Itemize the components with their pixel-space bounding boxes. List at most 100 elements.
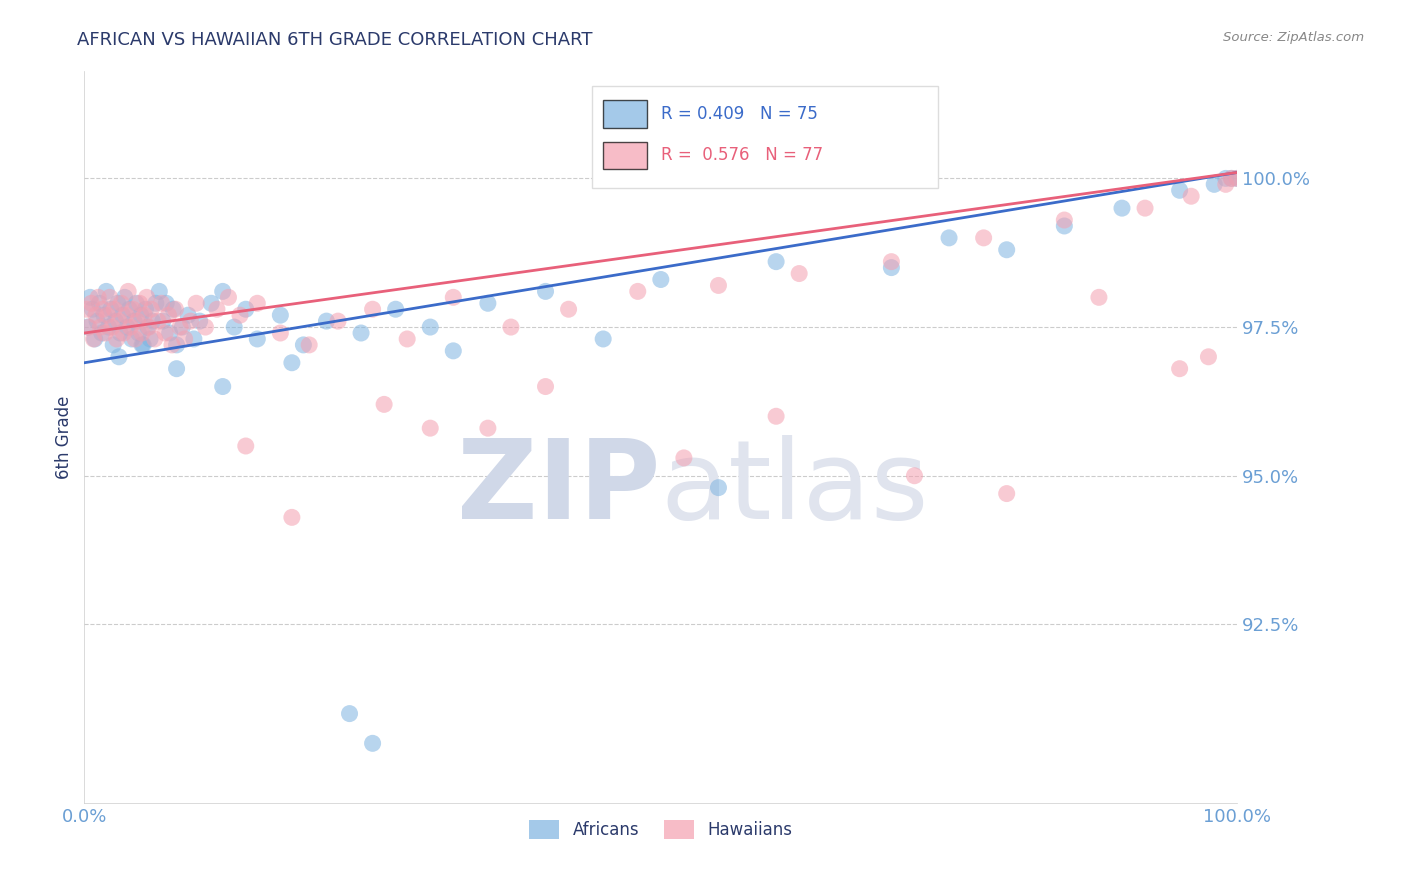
Point [1168,183,1191,197]
Point [127,314,149,328]
Point [1053,219,1076,233]
Point [166,361,188,376]
Point [89,296,111,310]
Point [135,290,157,304]
Point [211,379,233,393]
Point [115,320,138,334]
Point [111,308,134,322]
Point [108,314,131,328]
Point [995,243,1018,257]
Point [269,308,291,322]
Point [627,285,650,299]
Point [419,421,441,435]
Point [557,302,579,317]
Point [104,314,127,328]
Point [128,296,150,310]
Point [361,736,384,750]
Point [765,409,787,424]
Text: atlas: atlas [661,434,929,541]
Point [534,379,557,393]
Legend: Africans, Hawaiians: Africans, Hawaiians [523,814,799,846]
Point [108,326,131,340]
Point [96,285,118,299]
Point [121,302,143,317]
FancyBboxPatch shape [592,86,938,188]
Point [146,314,169,328]
Point [880,254,903,268]
Point [339,706,361,721]
Point [281,356,304,370]
Point [1215,178,1237,192]
Point [136,320,159,334]
Point [1111,201,1133,215]
FancyBboxPatch shape [603,100,647,128]
Point [103,302,125,317]
Point [112,326,135,340]
Point [1220,171,1243,186]
Point [205,302,228,317]
Point [350,326,373,340]
Point [218,290,240,304]
Point [105,332,128,346]
Point [534,285,557,299]
Text: R = 0.409   N = 75: R = 0.409 N = 75 [661,104,818,123]
Point [326,314,349,328]
Point [224,320,246,334]
Point [141,314,163,328]
Point [292,338,315,352]
Point [86,314,108,328]
Point [384,302,406,317]
Point [108,350,131,364]
Point [160,338,183,352]
Y-axis label: 6th Grade: 6th Grade [55,395,73,479]
Point [1204,178,1226,192]
Point [145,296,167,310]
Point [121,332,143,346]
Point [1088,290,1111,304]
Point [91,302,114,317]
Point [159,326,181,340]
Point [128,326,150,340]
Point [150,296,173,310]
Point [177,308,200,322]
Point [200,296,222,310]
Point [211,285,233,299]
Point [477,421,499,435]
Point [76,320,98,334]
Point [194,320,217,334]
Point [80,296,103,310]
Point [96,308,118,322]
Point [103,338,124,352]
Point [107,296,129,310]
Point [100,302,122,317]
Point [93,308,115,322]
Point [98,290,121,304]
Point [186,296,208,310]
Point [129,308,152,322]
Point [110,296,132,310]
FancyBboxPatch shape [603,142,647,169]
Point [707,481,730,495]
Point [115,308,138,322]
Point [499,320,522,334]
Point [79,290,101,304]
Point [361,302,384,317]
Point [183,332,205,346]
Point [134,308,156,322]
Point [1053,213,1076,227]
Point [141,302,163,317]
Point [315,314,337,328]
Point [477,296,499,310]
Point [903,468,925,483]
Text: Source: ZipAtlas.com: Source: ZipAtlas.com [1223,31,1364,45]
Point [650,272,672,286]
Point [396,332,419,346]
Point [1215,171,1237,186]
Point [995,486,1018,500]
Point [188,314,211,328]
Point [157,308,180,322]
Point [118,302,141,317]
Point [938,231,960,245]
Point [1220,171,1243,186]
Point [172,320,194,334]
